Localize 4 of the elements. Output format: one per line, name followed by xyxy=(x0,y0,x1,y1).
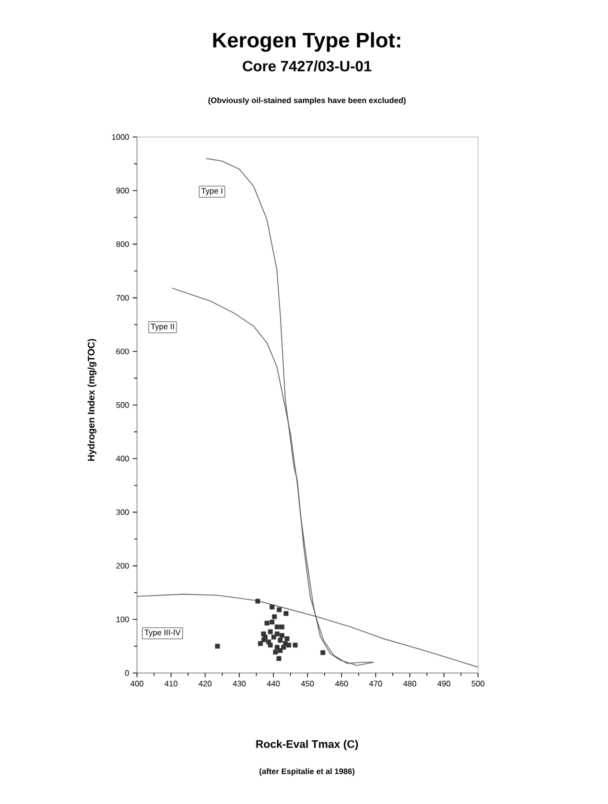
chart-title: Kerogen Type Plot: xyxy=(213,32,400,52)
y-axis-title: Hydrogen Index (mg/gTOC) xyxy=(88,339,96,461)
chart-subtitle: Core 7427/03-U-01 xyxy=(242,60,372,72)
x-axis-title: Rock-Eval Tmax (C) xyxy=(256,740,358,750)
